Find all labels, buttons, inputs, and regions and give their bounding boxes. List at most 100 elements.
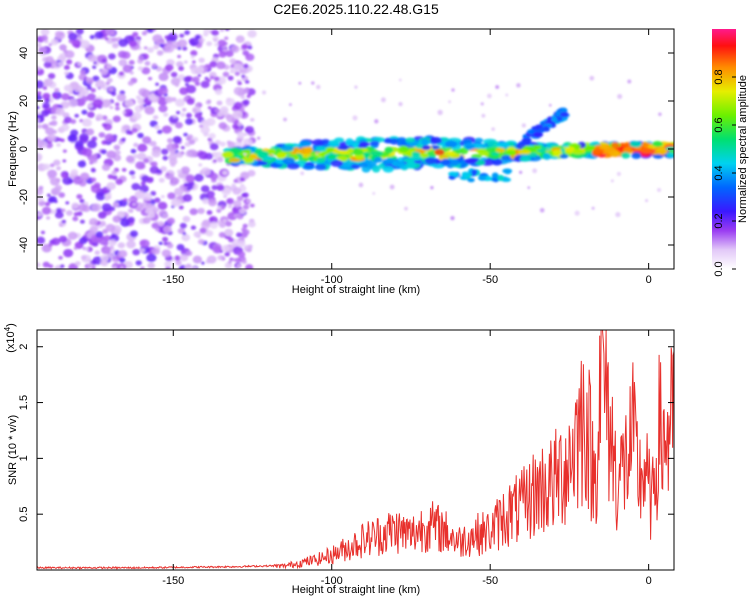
heatmap-cell <box>243 63 249 69</box>
snr-xlabel: Height of straight line (km) <box>292 584 420 596</box>
heatmap-cell <box>179 222 187 229</box>
heatmap-cell <box>208 133 216 139</box>
heatmap-cell <box>71 202 80 210</box>
heatmap-cell <box>153 44 160 50</box>
heatmap-cell <box>198 151 208 160</box>
heatmap-cell <box>106 150 117 159</box>
heatmap-cell <box>610 179 614 183</box>
heatmap-cell <box>192 255 203 264</box>
colorbar-tick-label: 0.8 <box>713 69 725 84</box>
heatmap-cell <box>122 64 133 73</box>
heatmap-cell <box>242 259 247 265</box>
heatmap-cell <box>85 128 95 136</box>
heatmap-cell <box>631 152 642 159</box>
heatmap-cell <box>207 106 212 110</box>
heatmap-cell <box>92 75 100 82</box>
heatmap-cell <box>164 260 172 268</box>
heatmap-cell <box>81 147 93 157</box>
heatmap-cell <box>175 61 184 68</box>
heatmap-cell <box>242 223 248 229</box>
heatmap-cell <box>202 120 211 128</box>
heatmap-cell <box>59 32 64 36</box>
heatmap-cell <box>213 76 220 82</box>
heatmap-cell <box>372 165 381 173</box>
heatmap-cell <box>241 227 247 232</box>
heatmap-cell <box>154 197 161 203</box>
heatmap-cell <box>237 81 242 86</box>
heatmap-cell <box>584 145 595 152</box>
heatmap-cell <box>152 115 159 120</box>
heatmap-cell <box>217 255 224 261</box>
heatmap-cell <box>336 155 349 162</box>
heatmap-cell <box>382 158 396 163</box>
heatmap-cell <box>157 221 165 227</box>
heatmap-cell <box>175 110 181 115</box>
heatmap-cell <box>119 257 126 263</box>
heatmap-cell <box>180 112 186 117</box>
heatmap-cell <box>370 150 384 156</box>
heatmap-cell <box>112 215 122 223</box>
heatmap-cell <box>194 112 203 119</box>
heatmap-cell <box>389 184 395 190</box>
heatmap-cell <box>117 249 128 258</box>
heatmap-cell <box>151 222 159 229</box>
heatmap-cell <box>151 247 161 255</box>
heatmap-cell <box>162 225 172 233</box>
heatmap-cell <box>70 119 77 125</box>
heatmap-cell <box>141 192 152 201</box>
heatmap-cell <box>121 110 126 114</box>
spectrogram-xlabel: Height of straight line (km) <box>292 284 420 296</box>
heatmap-cell <box>92 241 99 247</box>
heatmap-cell <box>208 199 217 207</box>
heatmap-cell <box>89 34 95 40</box>
heatmap-cell <box>396 137 407 144</box>
heatmap-cell <box>232 258 237 262</box>
heatmap-cell <box>139 239 150 248</box>
heatmap-cell <box>175 98 185 107</box>
heatmap-cell <box>221 187 232 196</box>
heatmap-cell <box>234 71 240 76</box>
heatmap-cell <box>226 140 232 145</box>
heatmap-cell <box>161 249 172 258</box>
heatmap-cell <box>51 237 61 246</box>
heatmap-cell <box>409 155 423 161</box>
heatmap-cell <box>451 88 455 92</box>
heatmap-cell <box>314 163 327 171</box>
heatmap-cell <box>70 129 79 137</box>
heatmap-cell <box>543 126 550 132</box>
heatmap-cell <box>40 29 50 36</box>
heatmap-cell <box>156 50 164 56</box>
heatmap-cell <box>82 118 92 127</box>
heatmap-cell <box>125 129 132 135</box>
heatmap-cell <box>73 84 83 93</box>
heatmap-cell <box>362 151 371 159</box>
heatmap-cell <box>131 127 138 133</box>
heatmap-cell <box>137 66 144 71</box>
heatmap-cell <box>138 55 145 61</box>
heatmap-cell <box>98 132 106 138</box>
heatmap-cell <box>63 248 74 258</box>
heatmap-cell <box>121 167 127 172</box>
heatmap-cell <box>42 86 48 90</box>
heatmap-cell <box>657 148 668 155</box>
heatmap-cell <box>645 199 649 203</box>
heatmap-cell <box>234 141 243 149</box>
heatmap-cell <box>480 102 484 106</box>
heatmap-cell <box>79 237 88 245</box>
heatmap-cell <box>225 50 234 57</box>
heatmap-cell <box>444 140 458 148</box>
heatmap-cell <box>167 32 178 42</box>
heatmap-cell <box>75 29 84 35</box>
heatmap-cell <box>77 62 82 66</box>
heatmap-cell <box>37 106 40 110</box>
heatmap-cell <box>304 146 313 154</box>
heatmap-cell <box>57 61 65 67</box>
heatmap-cell <box>243 244 253 253</box>
heatmap-cell <box>175 121 183 129</box>
heatmap-cell <box>629 141 642 148</box>
heatmap-cell <box>242 192 249 198</box>
heatmap-cell <box>627 79 632 84</box>
heatmap-cell <box>188 139 196 145</box>
heatmap-cell <box>474 137 484 143</box>
heatmap-cell <box>286 162 300 170</box>
